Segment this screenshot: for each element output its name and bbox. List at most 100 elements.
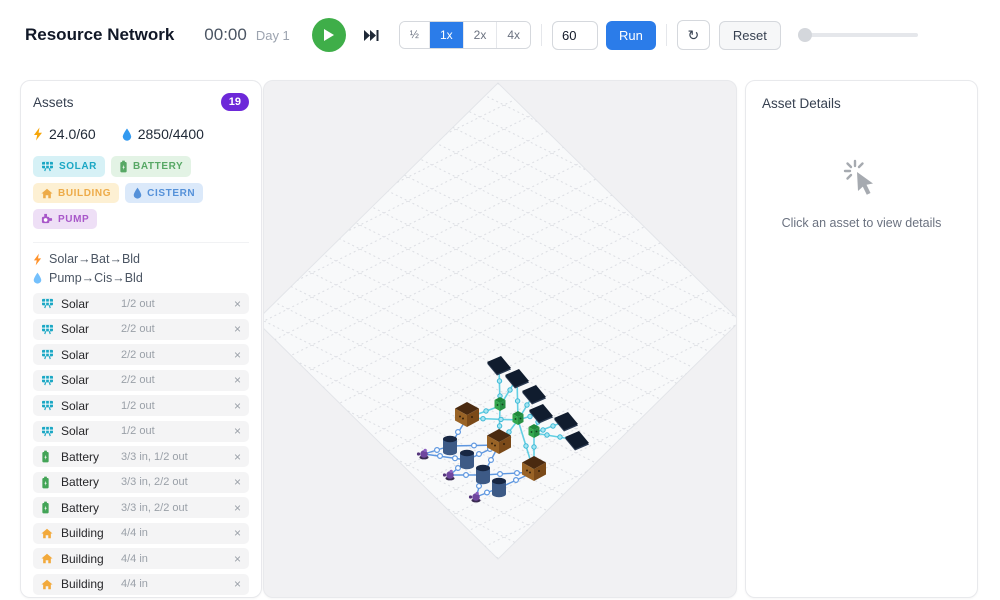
asset-list-item[interactable]: Battery 3/3 in, 2/2 out × xyxy=(33,497,249,518)
asset-list-item[interactable]: Building 4/4 in × xyxy=(33,573,249,595)
remove-asset-button[interactable]: × xyxy=(230,577,241,591)
asset-list: Solar 1/2 out × Solar 2/2 out × Solar 2/… xyxy=(33,293,249,597)
remove-asset-button[interactable]: × xyxy=(230,526,241,540)
battery-icon xyxy=(119,160,128,173)
speed-1x-button[interactable]: 1x xyxy=(429,22,464,48)
asset-status: 4/4 in xyxy=(121,527,148,539)
network-canvas-panel xyxy=(263,80,737,598)
asset-status: 3/3 in, 2/2 out xyxy=(121,476,188,488)
filter-chip-pump[interactable]: PUMP xyxy=(33,209,98,229)
scene-node-solar[interactable] xyxy=(554,412,578,432)
asset-status: 4/4 in xyxy=(121,552,148,565)
asset-name: Battery xyxy=(61,500,100,515)
play-icon xyxy=(324,29,335,41)
battery-icon xyxy=(41,450,50,463)
asset-name: Solar xyxy=(61,322,90,336)
timeline-slider[interactable] xyxy=(797,28,918,42)
filter-chip-battery[interactable]: BATTERY xyxy=(111,156,192,177)
speed-2x-button[interactable]: 2x xyxy=(463,22,498,48)
asset-name: Solar xyxy=(61,347,90,362)
asset-list-item[interactable]: Battery 3/3 in, 2/2 out × xyxy=(33,471,249,493)
remove-asset-button[interactable]: × xyxy=(230,399,241,413)
chip-label: SOLAR xyxy=(59,161,97,172)
remove-asset-button[interactable]: × xyxy=(230,348,241,362)
scene-node-battery[interactable] xyxy=(512,411,524,425)
scene-node-battery[interactable] xyxy=(528,424,540,438)
remove-asset-button[interactable]: × xyxy=(230,450,241,464)
chip-label: BATTERY xyxy=(133,161,184,172)
asset-list-item[interactable]: Solar 1/2 out × xyxy=(33,395,249,416)
asset-status: 4/4 in xyxy=(121,578,148,590)
sim-day: Day 1 xyxy=(255,27,290,43)
speed-4x-button[interactable]: 4x xyxy=(497,22,531,48)
speed-half-button[interactable]: ½ xyxy=(399,22,430,48)
scene-solar-panels xyxy=(487,356,589,451)
scene-node-pump[interactable] xyxy=(442,469,455,481)
asset-list-item[interactable]: Solar 2/2 out × xyxy=(33,344,249,365)
droplet-icon xyxy=(33,272,42,284)
assets-panel: Assets 19 24.0/60 2850/4400 SOLAR BATTER… xyxy=(20,80,262,598)
scene-node-pump[interactable] xyxy=(416,448,429,460)
asset-list-item[interactable]: Solar 1/2 out × xyxy=(33,420,249,442)
water-total: 2850/4400 xyxy=(122,126,204,142)
asset-status: 3/3 in, 2/2 out xyxy=(121,501,188,514)
energy-total: 24.0/60 xyxy=(33,126,96,142)
remove-asset-button[interactable]: × xyxy=(230,297,241,311)
filter-chip-building[interactable]: BUILDING xyxy=(33,183,120,203)
scene-node-cistern[interactable] xyxy=(443,435,457,456)
app-title: Resource Network xyxy=(25,25,175,44)
droplet-icon xyxy=(122,128,132,141)
steps-input[interactable] xyxy=(552,20,599,50)
energy-flow-legend: Solar→Bat→Bld xyxy=(33,252,249,266)
scene-node-building[interactable] xyxy=(522,456,546,481)
scene-node-building[interactable] xyxy=(455,402,479,427)
asset-list-item[interactable]: Solar 1/2 out × xyxy=(33,293,249,314)
filter-chip-solar[interactable]: SOLAR xyxy=(33,156,105,177)
reset-button[interactable]: Reset xyxy=(718,20,781,50)
building-icon xyxy=(41,528,53,539)
remove-asset-button[interactable]: × xyxy=(230,475,241,489)
remove-asset-button[interactable]: × xyxy=(230,424,241,438)
asset-name: Battery xyxy=(61,475,100,489)
solar-icon xyxy=(41,400,54,411)
scene-node-battery[interactable] xyxy=(494,397,506,411)
remove-asset-button[interactable]: × xyxy=(230,373,241,387)
remove-asset-button[interactable]: × xyxy=(230,552,241,566)
asset-list-item[interactable]: Building 4/4 in × xyxy=(33,522,249,544)
building-icon xyxy=(41,553,53,564)
remove-asset-button[interactable]: × xyxy=(230,501,241,515)
play-button[interactable] xyxy=(311,18,346,52)
refresh-button[interactable]: ↻ xyxy=(676,20,710,50)
scene-node-cistern[interactable] xyxy=(476,464,490,485)
asset-list-item[interactable]: Building 4/4 in × xyxy=(33,548,249,569)
filter-chip-cistern[interactable]: CISTERN xyxy=(125,183,204,203)
scene-node-solar[interactable] xyxy=(505,369,529,389)
scene-node-cistern[interactable] xyxy=(492,477,506,498)
slider-handle[interactable] xyxy=(797,28,812,42)
building-icon xyxy=(41,579,53,590)
scene-node-building[interactable] xyxy=(487,429,511,454)
scene-node-solar[interactable] xyxy=(522,385,546,405)
asset-list-item[interactable]: Battery 3/3 in, 1/2 out × xyxy=(33,446,249,467)
isometric-scene xyxy=(264,82,736,560)
ground-grid xyxy=(264,82,736,560)
solar-icon xyxy=(41,349,54,360)
house-icon xyxy=(41,188,53,199)
flow-legend: Solar→Bat→Bld Pump→Cis→Bld xyxy=(33,242,249,285)
remove-asset-button[interactable]: × xyxy=(230,322,241,336)
run-button[interactable]: Run xyxy=(606,20,656,50)
scene-node-solar[interactable] xyxy=(529,404,553,424)
network-canvas[interactable] xyxy=(264,81,736,597)
details-empty-state: Click an asset to view details xyxy=(762,158,961,230)
step-to-end-button[interactable] xyxy=(363,29,379,41)
asset-count-badge: 19 xyxy=(220,93,249,111)
asset-list-item[interactable]: Solar 2/2 out × xyxy=(33,369,249,391)
asset-list-item[interactable]: Solar 2/2 out × xyxy=(33,318,249,340)
battery-icon xyxy=(41,476,50,489)
scene-node-solar[interactable] xyxy=(565,431,589,451)
slider-track[interactable] xyxy=(797,33,918,37)
toolbar: Resource Network 00:00 Day 1 ½ 1x 2x 4x … xyxy=(0,0,1000,70)
scene-node-solar[interactable] xyxy=(487,356,511,376)
scene-node-pump[interactable] xyxy=(468,491,481,503)
scene-node-cistern[interactable] xyxy=(460,449,474,470)
